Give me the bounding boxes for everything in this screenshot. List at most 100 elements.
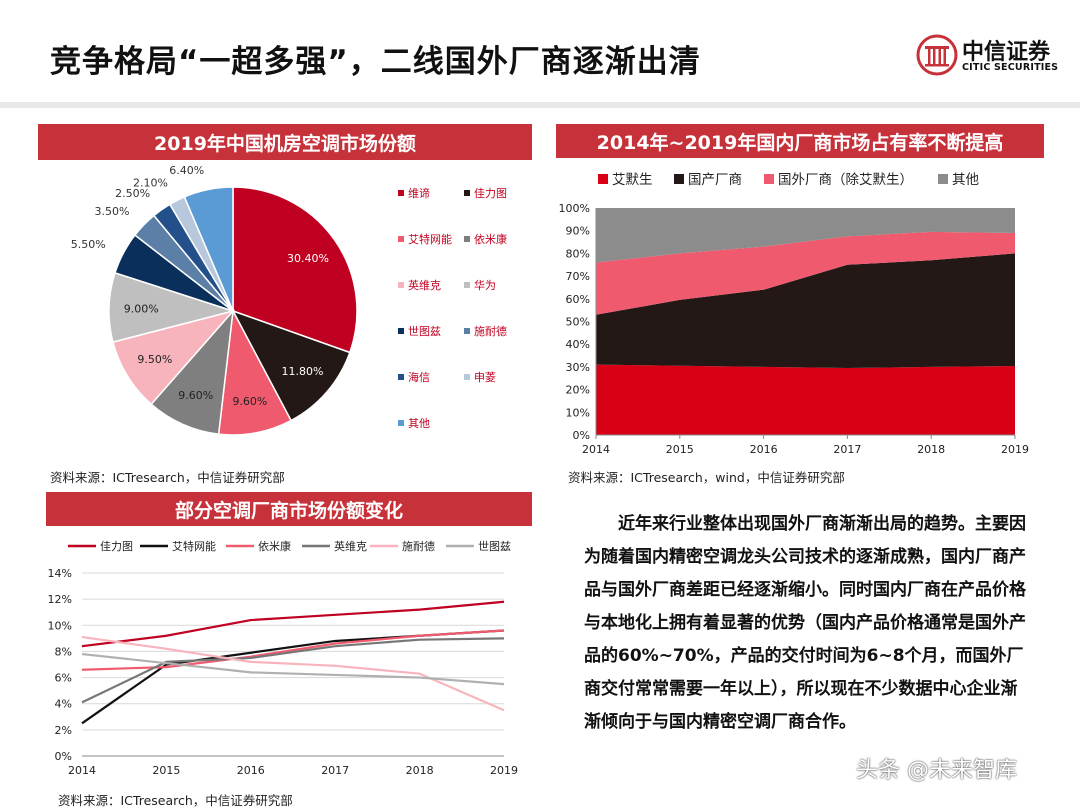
area-x-tick-label: 2016 xyxy=(750,443,778,456)
line-series xyxy=(81,629,505,725)
line-x-tick-label: 2019 xyxy=(490,764,518,777)
line-y-tick-label: 8% xyxy=(55,645,72,658)
area-series-fill xyxy=(596,231,1015,315)
area-series-fill xyxy=(596,253,1015,369)
legend-swatch xyxy=(398,328,404,334)
pie-legend-item: 海信 xyxy=(398,369,430,385)
pie-data-label: 9.60% xyxy=(178,389,213,402)
pie-data-label: 11.80% xyxy=(281,365,323,378)
line-legend-label: 英维克 xyxy=(334,539,367,553)
line-series xyxy=(81,600,505,648)
area-legend-swatch xyxy=(674,174,684,184)
line-y-tick-label: 0% xyxy=(55,750,72,763)
pie-slice xyxy=(217,308,293,436)
pie-legend-item: 依米康 xyxy=(464,231,507,247)
legend-swatch xyxy=(464,190,470,196)
watermark: 头条 @未来智库 xyxy=(856,758,1017,783)
citic-logo: 中信证券 CITIC SECURITIES xyxy=(916,34,1066,86)
legend-swatch xyxy=(464,328,470,334)
pie-legend-item: 其他 xyxy=(398,415,430,431)
area-x-tick-label: 2018 xyxy=(917,443,945,456)
pie-legend-item: 维谛 xyxy=(398,185,430,201)
body-paragraph: 近年来行业整体出现国外厂商渐渐出局的趋势。主要因为随着国内精密空调龙头公司技术的… xyxy=(584,514,1026,732)
pie-data-label: 9.00% xyxy=(124,302,159,315)
area-chart: 艾默生 国产厂商 国外厂商（除艾默生） 其他 0% 10% 20% 30% 40% 50% 60% 7… xyxy=(559,172,1029,456)
area-y-tick-label: 20% xyxy=(566,384,590,397)
legend-label: 依米康 xyxy=(474,233,507,246)
area-legend-label: 国外厂商（除艾默生） xyxy=(778,172,913,188)
pie-data-label: 9.60% xyxy=(232,395,267,408)
pie-legend-item: 艾特网能 xyxy=(398,231,452,247)
line-source: 资料来源：ICTresearch，中信证券研究部 xyxy=(58,793,293,808)
area-y-tick-label: 100% xyxy=(559,202,590,215)
line-legend-label: 施耐德 xyxy=(402,539,435,553)
line-chart: 佳力图 艾特网能 依米康 英维克 施耐德 世图兹 0% 2% 4% 6% 8% 10% 12% 14% 20… xyxy=(48,539,518,777)
area-x-tick-label: 2017 xyxy=(833,443,861,456)
pie-slice xyxy=(183,186,234,312)
pie-chart: 30.40% 11.80% 9.60% 9.60% 9.50% 9.00% 5.50% 3.5… xyxy=(71,165,358,436)
pie-legend-item: 英维克 xyxy=(398,277,441,293)
legend-label: 施耐德 xyxy=(474,325,507,338)
legend-swatch xyxy=(464,374,470,380)
pie-legend-item: 施耐德 xyxy=(464,323,507,339)
line-legend-label: 艾特网能 xyxy=(172,539,216,553)
area-x-tick-label: 2015 xyxy=(666,443,694,456)
pie-data-label: 30.40% xyxy=(287,252,329,265)
area-series-fill xyxy=(596,364,1015,435)
line-x-tick-label: 2018 xyxy=(406,764,434,777)
area-legend-swatch xyxy=(764,174,774,184)
legend-swatch xyxy=(398,374,404,380)
area-x-tick-label: 2019 xyxy=(1001,443,1029,456)
line-y-tick-label: 4% xyxy=(55,698,72,711)
line-series xyxy=(81,637,505,704)
area-y-tick-label: 10% xyxy=(566,406,590,419)
legend-swatch xyxy=(464,282,470,288)
logo-name: 中信证券 xyxy=(962,40,1051,65)
pie-data-label: 9.50% xyxy=(137,353,172,366)
pie-legend-item: 世图兹 xyxy=(398,323,441,339)
legend-label: 海信 xyxy=(408,371,430,384)
legend-swatch xyxy=(464,236,470,242)
legend-swatch xyxy=(398,420,404,426)
pie-legend-item: 华为 xyxy=(464,277,496,293)
legend-label: 世图兹 xyxy=(408,325,441,338)
pie-legend-item: 申菱 xyxy=(464,369,496,385)
area-y-tick-label: 60% xyxy=(566,293,590,306)
line-y-tick-label: 6% xyxy=(55,672,72,685)
legend-label: 维谛 xyxy=(408,187,430,200)
page-title: 竞争格局“一超多强”，二线国外厂商逐渐出清 xyxy=(50,44,701,80)
line-legend-label: 依米康 xyxy=(258,539,291,553)
legend-label: 英维克 xyxy=(408,279,441,292)
area-y-tick-label: 90% xyxy=(566,225,590,238)
line-panel-title: 部分空调厂商市场份额变化 xyxy=(46,492,532,526)
legend-label: 佳力图 xyxy=(474,187,507,200)
area-x-tick-label: 2014 xyxy=(582,443,610,456)
line-x-tick-label: 2015 xyxy=(152,764,180,777)
area-legend-label: 其他 xyxy=(952,172,979,188)
line-y-tick-label: 12% xyxy=(48,593,72,606)
line-legend-label: 佳力图 xyxy=(100,539,133,553)
area-legend-label: 艾默生 xyxy=(612,172,653,188)
line-x-tick-label: 2016 xyxy=(237,764,265,777)
legend-label: 申菱 xyxy=(474,371,496,384)
logo-sub: CITIC SECURITIES xyxy=(962,62,1059,73)
pie-data-label: 3.50% xyxy=(95,205,130,218)
legend-swatch xyxy=(398,236,404,242)
legend-label: 艾特网能 xyxy=(408,233,452,246)
area-y-tick-label: 30% xyxy=(566,361,590,374)
pie-source: 资料来源：ICTresearch，中信证券研究部 xyxy=(50,470,285,485)
area-series-fill xyxy=(596,208,1015,263)
pie-data-label: 6.40% xyxy=(169,165,204,177)
line-y-tick-label: 10% xyxy=(48,619,72,632)
line-series xyxy=(81,652,505,686)
title-bar: 竞争格局“一超多强”，二线国外厂商逐渐出清 中信证券 CITIC SECURIT… xyxy=(0,0,1080,108)
line-x-tick-label: 2017 xyxy=(321,764,349,777)
area-y-tick-label: 40% xyxy=(566,338,590,351)
line-y-tick-label: 14% xyxy=(48,567,72,580)
area-y-tick-label: 0% xyxy=(573,429,590,442)
line-y-tick-label: 2% xyxy=(55,724,72,737)
area-y-tick-label: 80% xyxy=(566,247,590,260)
pie-legend: 维谛 佳力图艾特网能 依米康英维克 华为世图兹 施耐德海信 申菱其他 xyxy=(398,185,532,445)
citic-emblem-icon xyxy=(916,34,958,76)
pie-data-label: 2.10% xyxy=(133,177,168,190)
